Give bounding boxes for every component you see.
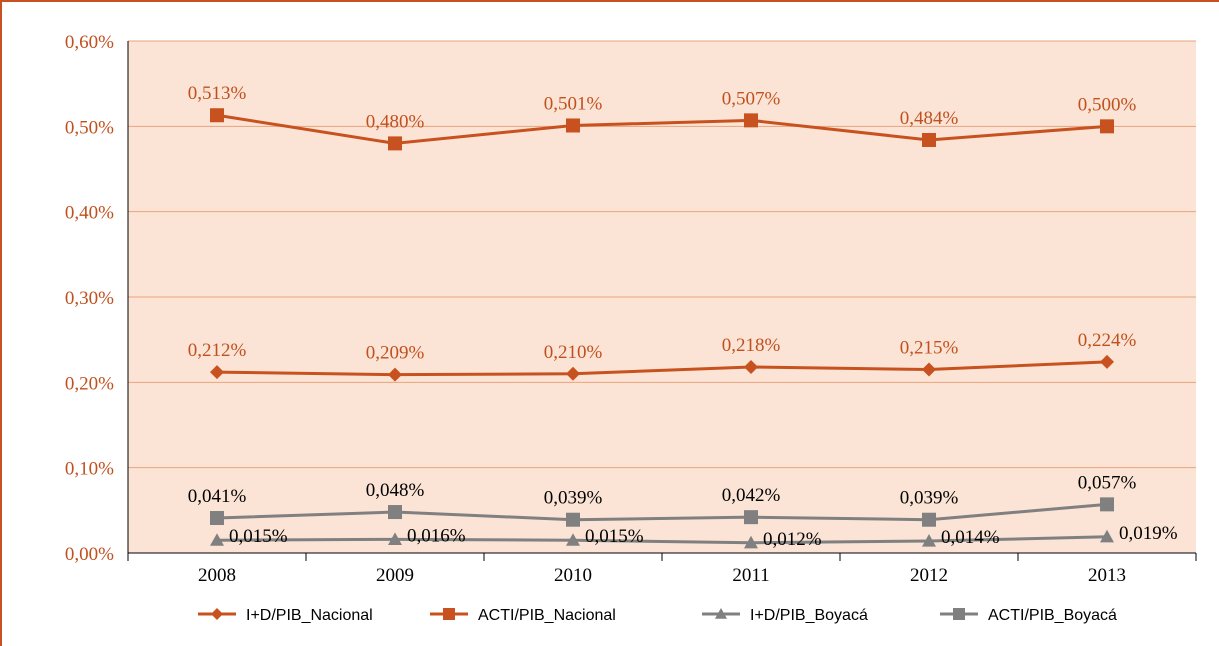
y-tick-label: 0,20% (65, 373, 114, 394)
y-tick-label: 0,10% (65, 459, 114, 480)
data-point (210, 533, 224, 546)
data-label: 0,057% (1078, 472, 1137, 493)
legend-marker (953, 608, 965, 620)
data-point (922, 534, 936, 547)
legend-marker (211, 608, 223, 620)
y-tick-label: 0,50% (65, 117, 114, 138)
legend-entry: I+D/PIB_Boyacá (750, 607, 868, 624)
data-point (566, 118, 580, 133)
data-label: 0,041% (188, 486, 247, 507)
data-label: 0,015% (229, 526, 288, 547)
data-point (744, 510, 758, 525)
data-label: 0,480% (366, 111, 425, 132)
data-point (210, 511, 224, 526)
data-point (566, 512, 580, 527)
data-label: 0,215% (900, 338, 959, 359)
x-tick-label: 2012 (910, 565, 948, 586)
x-tick-label: 2010 (554, 565, 592, 586)
legend-marker (443, 608, 455, 620)
y-tick-label: 0,40% (65, 203, 114, 224)
data-point (922, 132, 936, 147)
data-label: 0,039% (544, 488, 603, 509)
data-label: 0,019% (1119, 523, 1178, 544)
series-line (216, 502, 1108, 522)
x-tick-label: 2011 (732, 565, 769, 586)
x-tick-label: 2009 (376, 565, 414, 586)
data-point (922, 362, 936, 377)
data-point (388, 136, 402, 151)
legend-entry: I+D/PIB_Nacional (246, 607, 373, 624)
y-tick-label: 0,60% (65, 32, 114, 53)
data-point (1100, 529, 1114, 543)
data-point (744, 535, 758, 549)
data-label: 0,209% (366, 343, 425, 364)
legend-entry: ACTI/PIB_Nacional (478, 607, 616, 624)
data-point (388, 505, 402, 520)
data-point (566, 366, 580, 381)
data-point (744, 359, 758, 374)
data-label: 0,507% (722, 88, 781, 109)
data-label: 0,015% (585, 526, 644, 547)
series-line (216, 360, 1108, 377)
data-label: 0,501% (544, 93, 603, 114)
data-label: 0,210% (544, 342, 603, 363)
data-label: 0,048% (366, 480, 425, 501)
y-tick-label: 0,30% (65, 288, 114, 309)
x-tick-label: 2013 (1088, 565, 1126, 586)
data-label: 0,500% (1078, 94, 1137, 115)
data-point (388, 367, 402, 382)
data-label: 0,224% (1078, 330, 1137, 351)
data-label: 0,513% (188, 83, 247, 104)
data-label: 0,218% (722, 335, 781, 356)
data-label: 0,039% (900, 488, 959, 509)
x-tick-label: 2008 (198, 565, 236, 586)
data-label: 0,484% (900, 108, 959, 129)
data-label: 0,016% (407, 525, 466, 546)
data-point (210, 108, 224, 123)
series-line (216, 113, 1108, 145)
legend-marker (715, 608, 727, 619)
data-point (1100, 497, 1114, 512)
data-point (566, 533, 580, 546)
data-point (744, 113, 758, 128)
series-line (216, 535, 1108, 545)
y-tick-label: 0,00% (65, 544, 114, 565)
legend-entry: ACTI/PIB_Boyacá (988, 607, 1117, 624)
data-point (922, 512, 936, 527)
data-label: 0,212% (188, 340, 247, 361)
data-label: 0,012% (763, 529, 822, 550)
data-label: 0,042% (722, 485, 781, 506)
data-point (210, 365, 224, 380)
data-point (388, 532, 402, 545)
data-point (1100, 354, 1114, 369)
data-label: 0,014% (941, 527, 1000, 548)
data-point (1100, 119, 1114, 134)
